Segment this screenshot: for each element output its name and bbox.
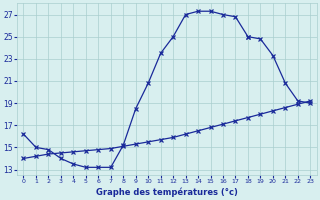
X-axis label: Graphe des températures (°c): Graphe des températures (°c)	[96, 187, 238, 197]
